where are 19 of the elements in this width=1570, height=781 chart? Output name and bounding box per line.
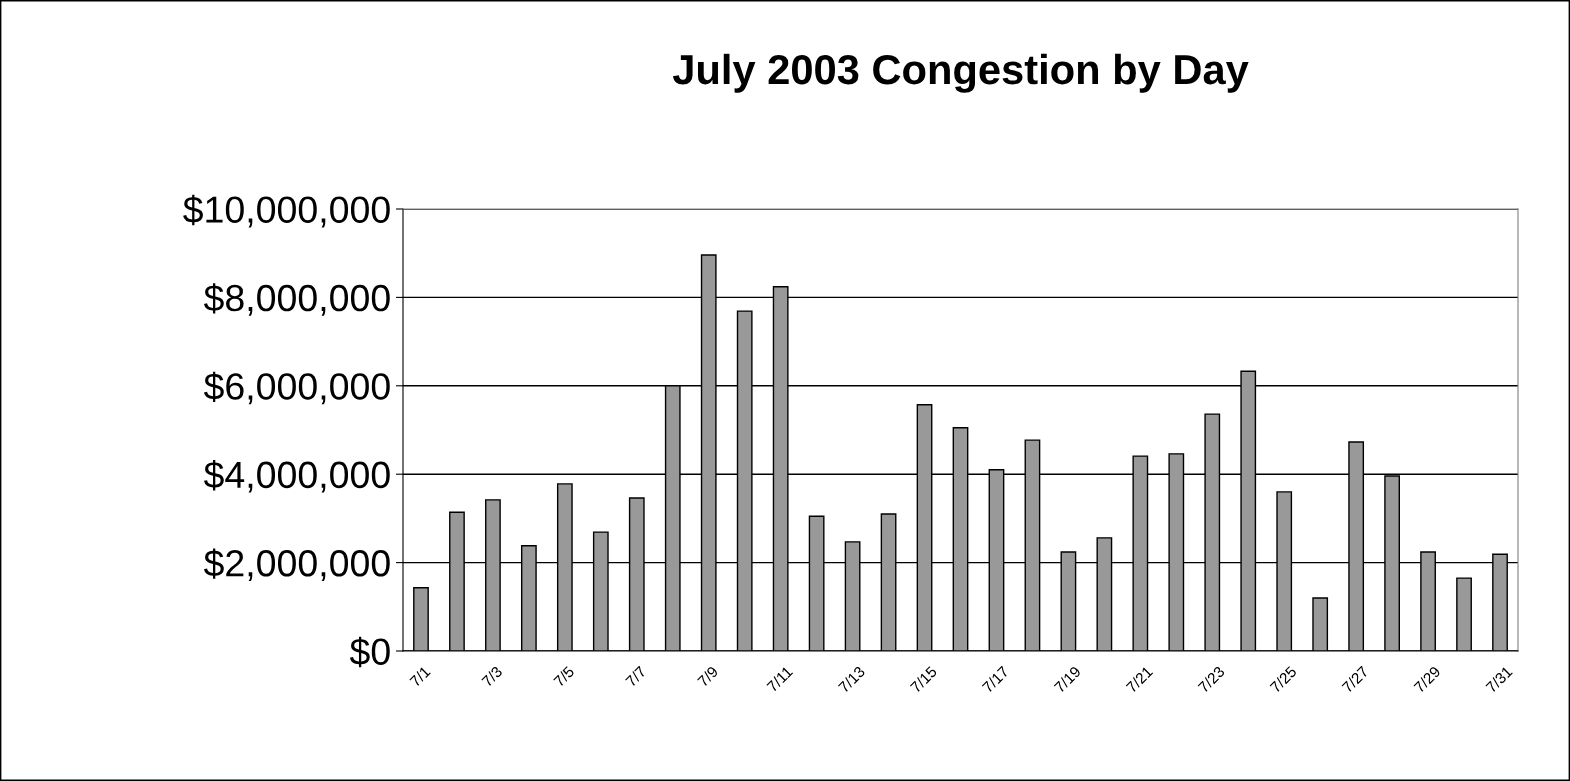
y-tick-label: $0	[349, 636, 390, 668]
y-tick-label: $10,000,000	[183, 194, 390, 228]
chart-title: July 2003 Congestion by Day	[672, 53, 1249, 93]
x-tick-label: 7/21	[1125, 665, 1154, 694]
y-tick-label: $2,000,000	[203, 548, 390, 581]
y-tick-label: $6,000,000	[203, 371, 390, 405]
y-tick-label: $8,000,000	[203, 283, 390, 316]
x-tick-label: 7/3	[480, 665, 503, 688]
y-tick-label: $4,000,000	[203, 460, 390, 493]
x-tick-label: 7/7	[624, 665, 647, 688]
x-tick-label: 7/31	[1485, 665, 1513, 694]
x-tick-label: 7/29	[1413, 665, 1441, 694]
x-tick-label: 7/23	[1197, 665, 1226, 694]
x-tick-label: 7/13	[837, 665, 866, 694]
x-tick-label: 7/1	[408, 665, 431, 688]
x-tick-label: 7/5	[552, 665, 575, 688]
x-tick-label: 7/11	[766, 665, 794, 693]
x-tick-label: 7/19	[1053, 665, 1082, 694]
x-tick-label: 7/9	[696, 665, 719, 688]
